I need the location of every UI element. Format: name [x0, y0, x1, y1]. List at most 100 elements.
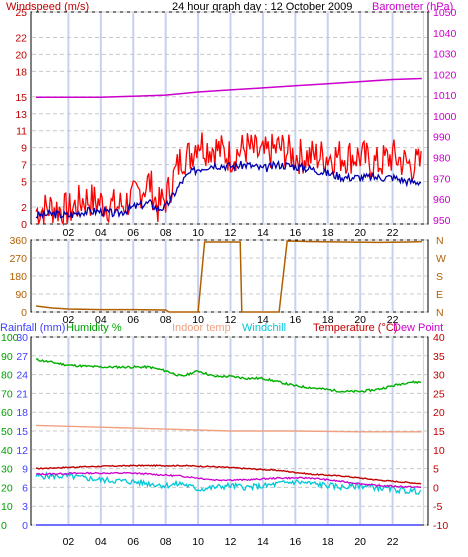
barometer-axis-title: Barometer (hPa) — [372, 1, 453, 13]
indoor-temp-line — [35, 424, 422, 433]
temperature-tick-label: -5 — [433, 501, 442, 513]
temperature-tick-label: 0 — [433, 482, 439, 494]
x-tick-label: 12 — [225, 227, 237, 239]
humidity-tick-label: 30 — [1, 464, 13, 476]
compass-tick-label: S — [436, 271, 443, 283]
x-tick-label: 18 — [322, 227, 334, 239]
windspeed-tick-label: 9 — [21, 143, 27, 155]
humidity-tick-label: 10 — [1, 501, 13, 513]
temperature-line — [35, 464, 422, 485]
barometer-tick-label: 1010 — [433, 90, 457, 102]
rainfall-tick-label: 30 — [16, 332, 28, 344]
x-tick-label: 04 — [95, 227, 107, 239]
humidity-tick-label: 70 — [1, 388, 13, 400]
compass-tick-label: N — [436, 307, 444, 319]
windspeed-tick-label: 15 — [15, 92, 27, 104]
x-tick-label: 22 — [387, 536, 399, 548]
x-tick-label: 02 — [63, 227, 75, 239]
barometer-tick-label: 1040 — [433, 28, 457, 40]
humidity-tick-label: 60 — [1, 407, 13, 419]
windspeed-tick-label: 20 — [15, 49, 27, 61]
barometer-tick-label: 950 — [433, 215, 451, 227]
barometer-tick-label: 1000 — [433, 111, 457, 123]
x-tick-label: 08 — [160, 314, 172, 326]
x-tick-label: 10 — [192, 314, 204, 326]
wind-direction-tick-label: 180 — [9, 271, 27, 283]
temperature-tick-label: 40 — [433, 332, 445, 344]
x-tick-label: 20 — [354, 536, 366, 548]
temperature-tick-label: 10 — [433, 445, 445, 457]
dewpoint-legend: Dew Point — [393, 322, 443, 334]
humidity-tick-label: 90 — [1, 351, 13, 363]
windspeed-axis-title: Windspeed (m/s) — [6, 1, 89, 13]
x-tick-label: 20 — [354, 227, 366, 239]
barometer-tick-label: 990 — [433, 132, 451, 144]
wind-direction-tick-label: 90 — [15, 289, 27, 301]
windspeed-tick-label: 22 — [15, 32, 27, 44]
humidity-legend: Humidity % — [66, 322, 122, 334]
rainfall-tick-label: 12 — [16, 445, 28, 457]
x-tick-label: 08 — [160, 227, 172, 239]
rainfall-legend: Rainfall (mm) — [0, 322, 65, 334]
x-tick-label: 04 — [95, 314, 107, 326]
barometer-tick-label: 970 — [433, 173, 451, 185]
windspeed-tick-label: 2 — [21, 202, 27, 214]
humidity-tick-label: 80 — [1, 370, 13, 382]
compass-tick-label: E — [436, 289, 443, 301]
barometer-tick-label: 1050 — [433, 7, 457, 19]
barometer-tick-label: 980 — [433, 152, 451, 164]
windspeed-tick-label: 0 — [21, 219, 27, 231]
x-tick-label: 14 — [257, 314, 269, 326]
x-tick-label: 12 — [225, 314, 237, 326]
x-tick-label: 06 — [127, 227, 139, 239]
windspeed-tick-label: 7 — [21, 160, 27, 172]
windspeed-tick-label: 25 — [15, 7, 27, 19]
temperature-tick-label: 25 — [433, 388, 445, 400]
rainfall-tick-label: 21 — [16, 388, 28, 400]
temperature-tick-label: 15 — [433, 426, 445, 438]
barometer-line — [36, 77, 422, 98]
temperature-tick-label: 20 — [433, 407, 445, 419]
temperature-tick-label: 30 — [433, 370, 445, 382]
rainfall-tick-label: 24 — [16, 370, 28, 382]
x-tick-label: 10 — [192, 536, 204, 548]
humidity-tick-label: 100 — [1, 332, 19, 344]
x-tick-label: 18 — [322, 314, 334, 326]
x-tick-label: 02 — [63, 536, 75, 548]
rainfall-tick-label: 18 — [16, 407, 28, 419]
temperature-tick-label: -10 — [433, 520, 448, 532]
rainfall-tick-label: 15 — [16, 426, 28, 438]
x-tick-label: 14 — [257, 536, 269, 548]
indoor-temp-legend: Indoor temp — [172, 322, 231, 334]
dewpoint-line — [35, 471, 422, 489]
rainfall-tick-label: 27 — [16, 351, 28, 363]
chart-title: 24 hour graph day : 12 October 2009 — [172, 1, 352, 13]
windspeed-tick-label: 11 — [16, 126, 27, 138]
windspeed-tick-label: 5 — [21, 177, 27, 189]
humidity-tick-label: 40 — [1, 445, 13, 457]
windspeed-tick-label: 13 — [15, 109, 27, 121]
x-tick-label: 04 — [95, 536, 107, 548]
x-tick-label: 12 — [225, 536, 237, 548]
windspeed-tick-label: 18 — [15, 66, 27, 78]
temperature-legend: Temperature (°C) — [313, 322, 397, 334]
rainfall-tick-label: 3 — [22, 501, 28, 513]
rainfall-tick-label: 9 — [22, 464, 28, 476]
temperature-tick-label: 35 — [433, 351, 445, 363]
windchill-legend: Windchill — [242, 322, 286, 334]
x-tick-label: 22 — [387, 314, 399, 326]
compass-tick-label: N — [436, 235, 444, 247]
x-tick-label: 06 — [127, 314, 139, 326]
x-tick-label: 02 — [63, 314, 75, 326]
x-tick-label: 08 — [160, 536, 172, 548]
windspeed-line — [35, 132, 422, 227]
humidity-tick-label: 0 — [1, 520, 7, 532]
wind-direction-tick-label: 360 — [9, 235, 27, 247]
temperature-tick-label: 5 — [433, 464, 439, 476]
rainfall-tick-label: 0 — [22, 520, 28, 532]
x-tick-label: 06 — [127, 536, 139, 548]
humidity-line — [35, 358, 422, 394]
barometer-tick-label: 960 — [433, 194, 451, 206]
x-tick-label: 14 — [257, 227, 269, 239]
